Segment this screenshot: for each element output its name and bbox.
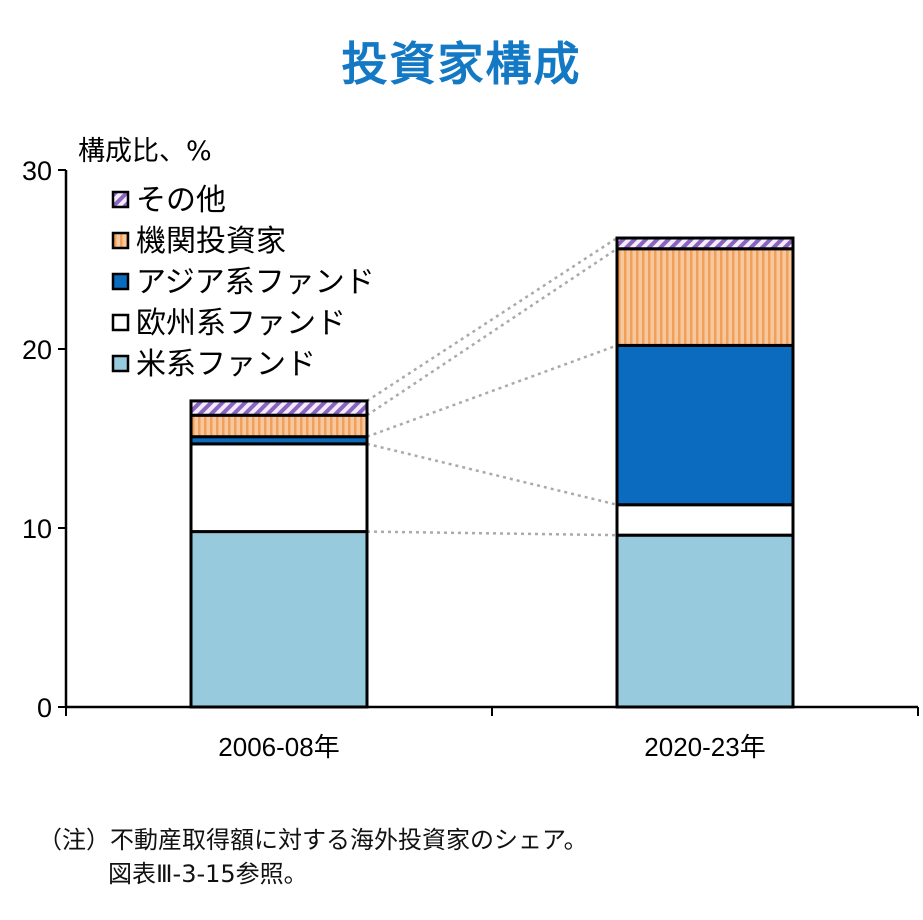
- y-axis-title: 構成比、%: [78, 136, 212, 167]
- bar-segment-us_funds: [615, 533, 795, 709]
- legend-swatch-europe_funds: [111, 313, 130, 332]
- x-ticks-group: 2006-08年 2020-23年: [65, 707, 919, 762]
- connector-line: [366, 236, 618, 402]
- bar-segment-other: [615, 236, 795, 251]
- connector-line: [366, 247, 618, 417]
- bar-segment-europe_funds: [189, 442, 369, 534]
- connector-lines: [366, 236, 618, 537]
- connector-line: [366, 344, 618, 438]
- y-tick-label: 20: [22, 335, 52, 365]
- bar-segment-europe_funds: [615, 503, 795, 537]
- bars-group: [189, 236, 795, 709]
- y-tick-label: 10: [22, 514, 52, 544]
- y-tick-label: 0: [37, 693, 52, 723]
- legend-label-institutional: 機関投資家: [136, 224, 286, 259]
- legend-label-asia_funds: アジア系ファンド: [136, 265, 375, 300]
- bar-segment-asia_funds: [615, 343, 795, 507]
- footnote-line-1: （注）不動産取得額に対する海外投資家のシェア。: [38, 826, 588, 854]
- legend-label-europe_funds: 欧州系ファンド: [136, 306, 346, 341]
- x-tick-label: 2006-08年: [218, 732, 339, 762]
- legend-swatch-other: [111, 190, 130, 209]
- legend-label-other: その他: [136, 183, 226, 218]
- bar-segment-other: [189, 399, 369, 417]
- legend-swatch-us_funds: [111, 354, 130, 373]
- connector-line: [366, 530, 618, 537]
- bar-segment-institutional: [189, 413, 369, 439]
- bar-segment-us_funds: [189, 530, 369, 709]
- y-tick-label: 30: [22, 156, 52, 186]
- legend-label-us_funds: 米系ファンド: [136, 347, 316, 382]
- x-tick-label: 2020-23年: [644, 732, 765, 762]
- legend-swatch-institutional: [111, 231, 130, 250]
- footnote-line-2: 図表Ⅲ-3-15参照。: [108, 860, 308, 888]
- bar-segment-institutional: [615, 247, 795, 347]
- legend-swatch-asia_funds: [111, 272, 130, 291]
- footnote: （注）不動産取得額に対する海外投資家のシェア。 図表Ⅲ-3-15参照。: [38, 823, 588, 891]
- chart-title: 投資家構成: [341, 37, 582, 91]
- y-ticks-group: 0 10 20 30: [22, 156, 66, 723]
- connector-line: [366, 442, 618, 506]
